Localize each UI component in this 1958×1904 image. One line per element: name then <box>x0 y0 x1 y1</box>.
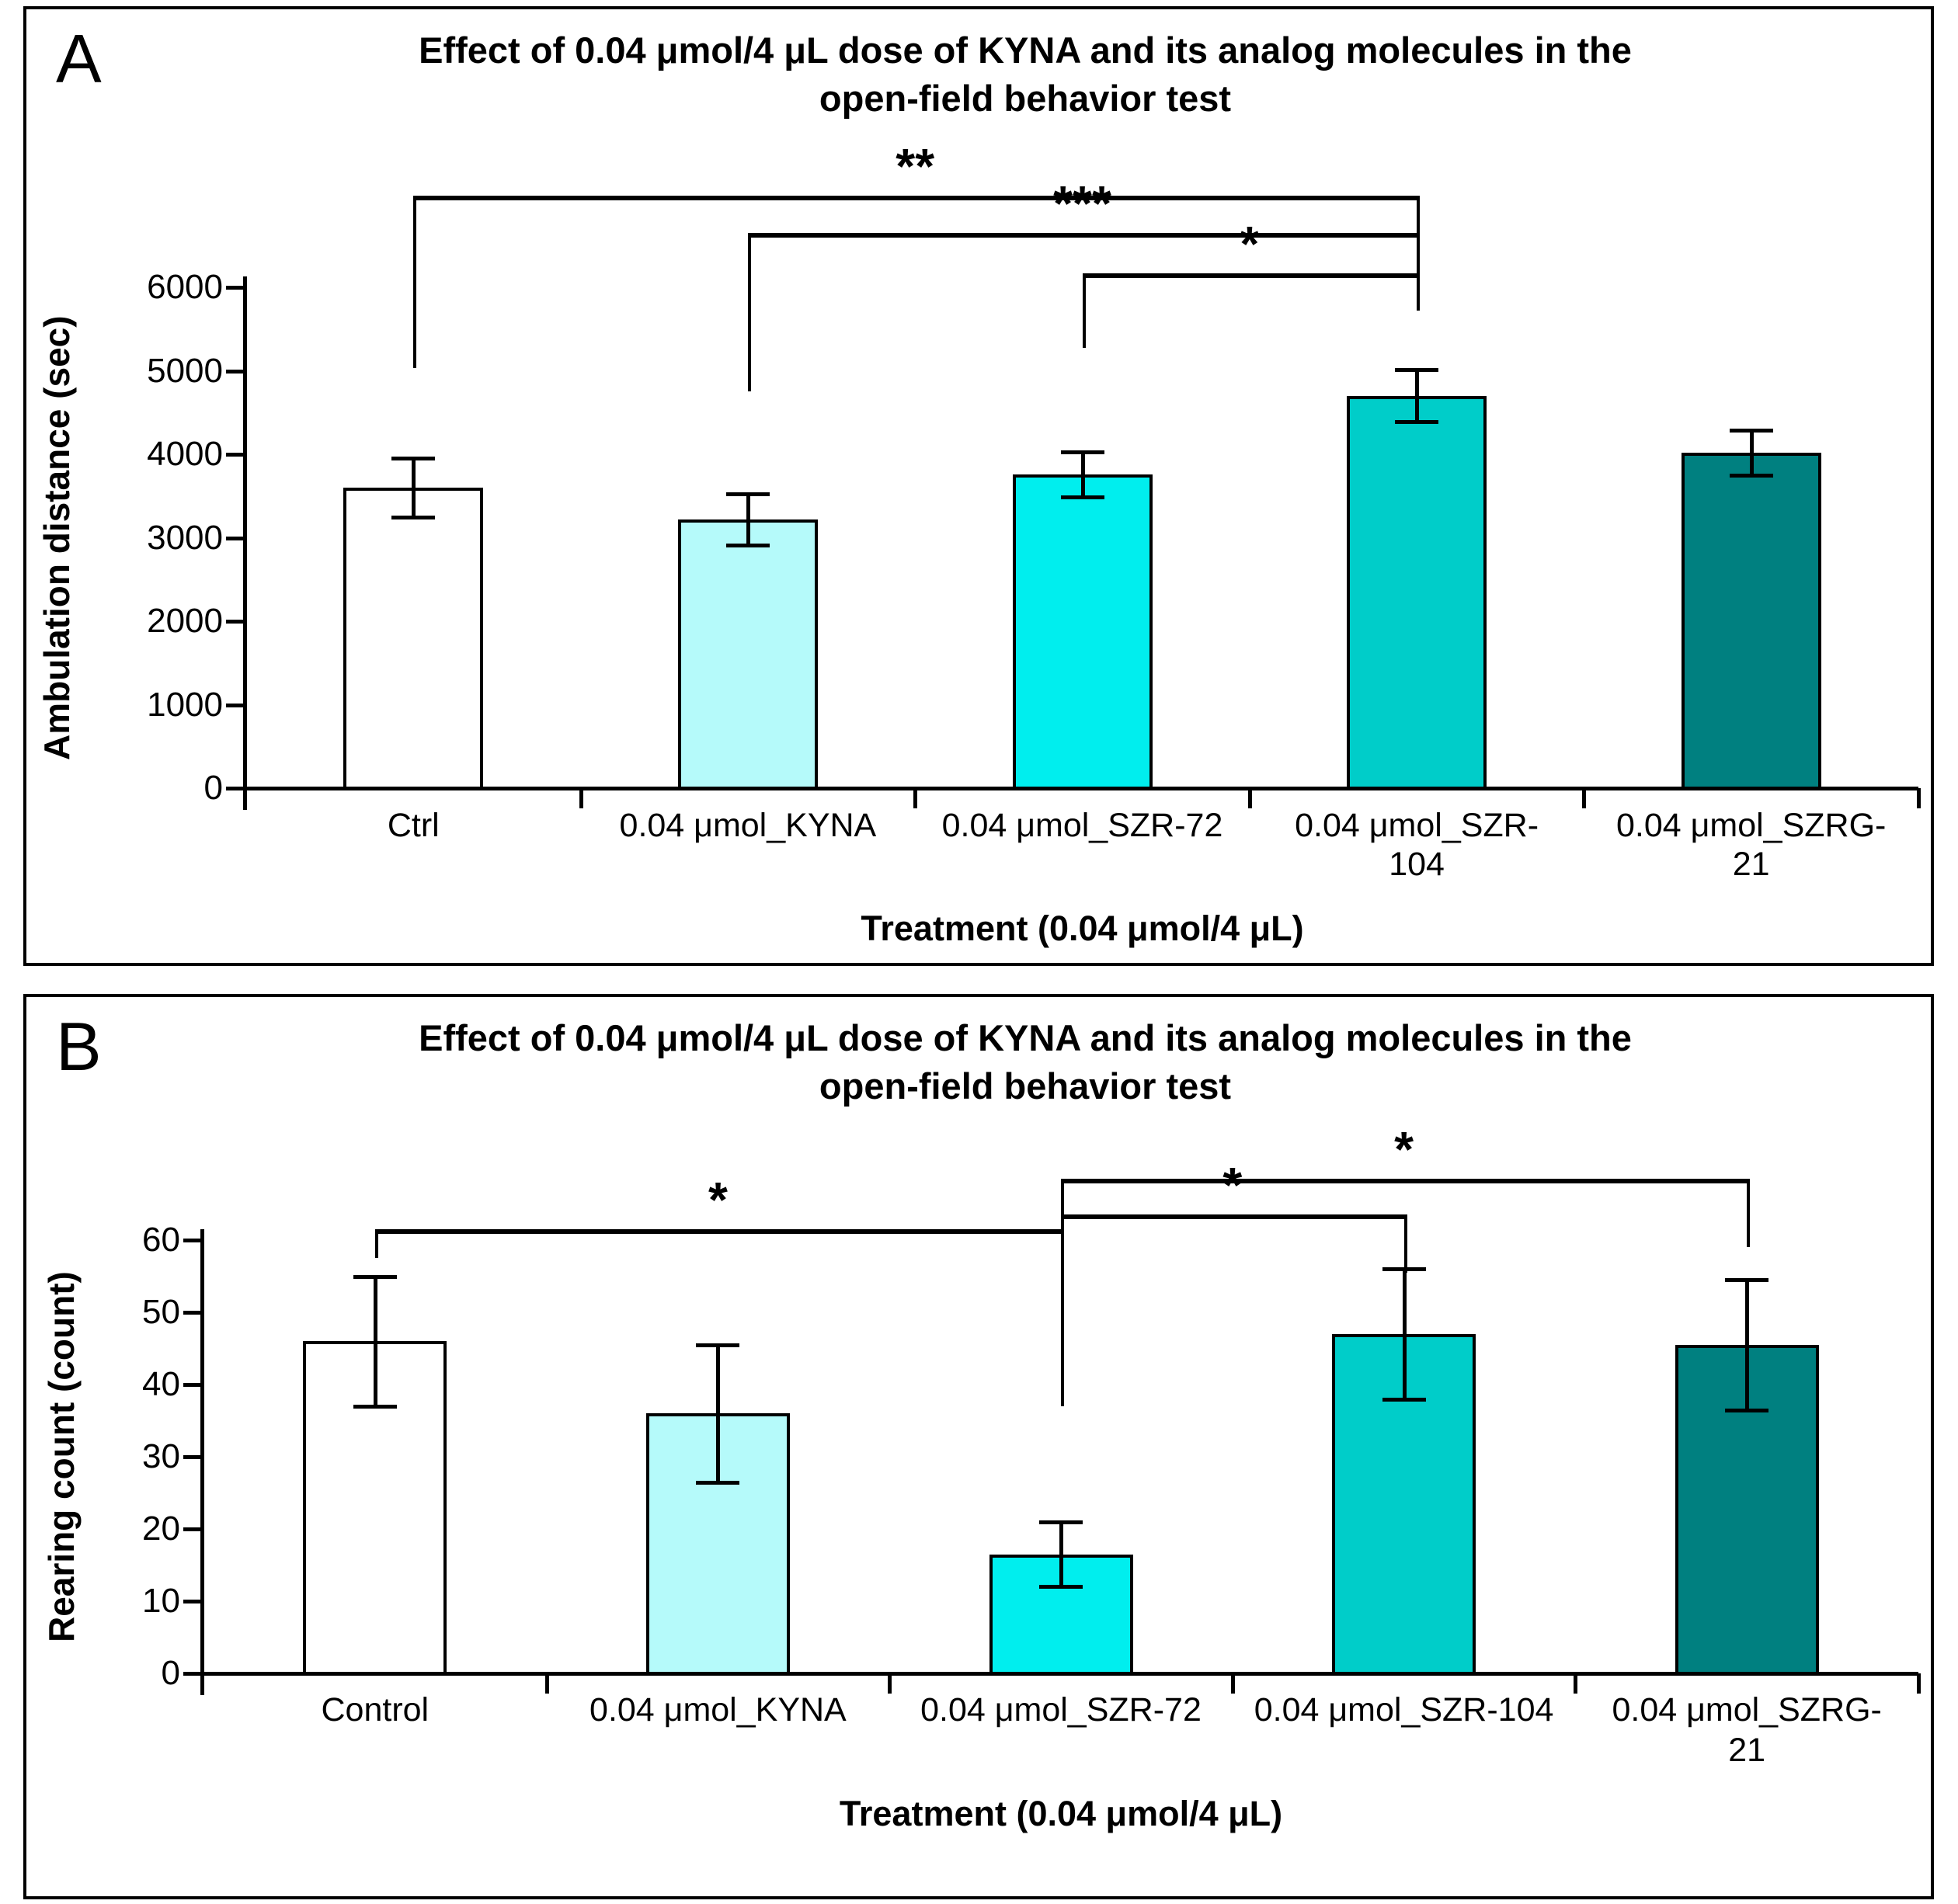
panel-a-label: A <box>56 20 102 97</box>
panel-b-x-axis-title: Treatment (0.04 μmol/4 μL) <box>839 1794 1283 1833</box>
panel-a-title-line-1: Effect of 0.04 μmol/4 μL dose of KYNA an… <box>419 30 1632 71</box>
panel-b-y-axis-title: Rearing count (count) <box>41 1271 82 1642</box>
panel-b-title-line-2: open-field behavior test <box>819 1065 1232 1107</box>
panel-a-box <box>23 6 1934 966</box>
panel-b-box <box>23 994 1934 1899</box>
panel-b-title-line-1: Effect of 0.04 μmol/4 μL dose of KYNA an… <box>419 1017 1632 1058</box>
panel-a-title: Effect of 0.04 μmol/4 μL dose of KYNA an… <box>217 26 1833 123</box>
panel-a-title-line-2: open-field behavior test <box>819 78 1232 119</box>
panel-a-y-axis-title: Ambulation distance (sec) <box>37 315 77 760</box>
panel-b-title: Effect of 0.04 μmol/4 μL dose of KYNA an… <box>217 1014 1833 1110</box>
panel-a-x-axis-title: Treatment (0.04 μmol/4 μL) <box>861 909 1304 948</box>
panel-b-label: B <box>56 1008 102 1085</box>
